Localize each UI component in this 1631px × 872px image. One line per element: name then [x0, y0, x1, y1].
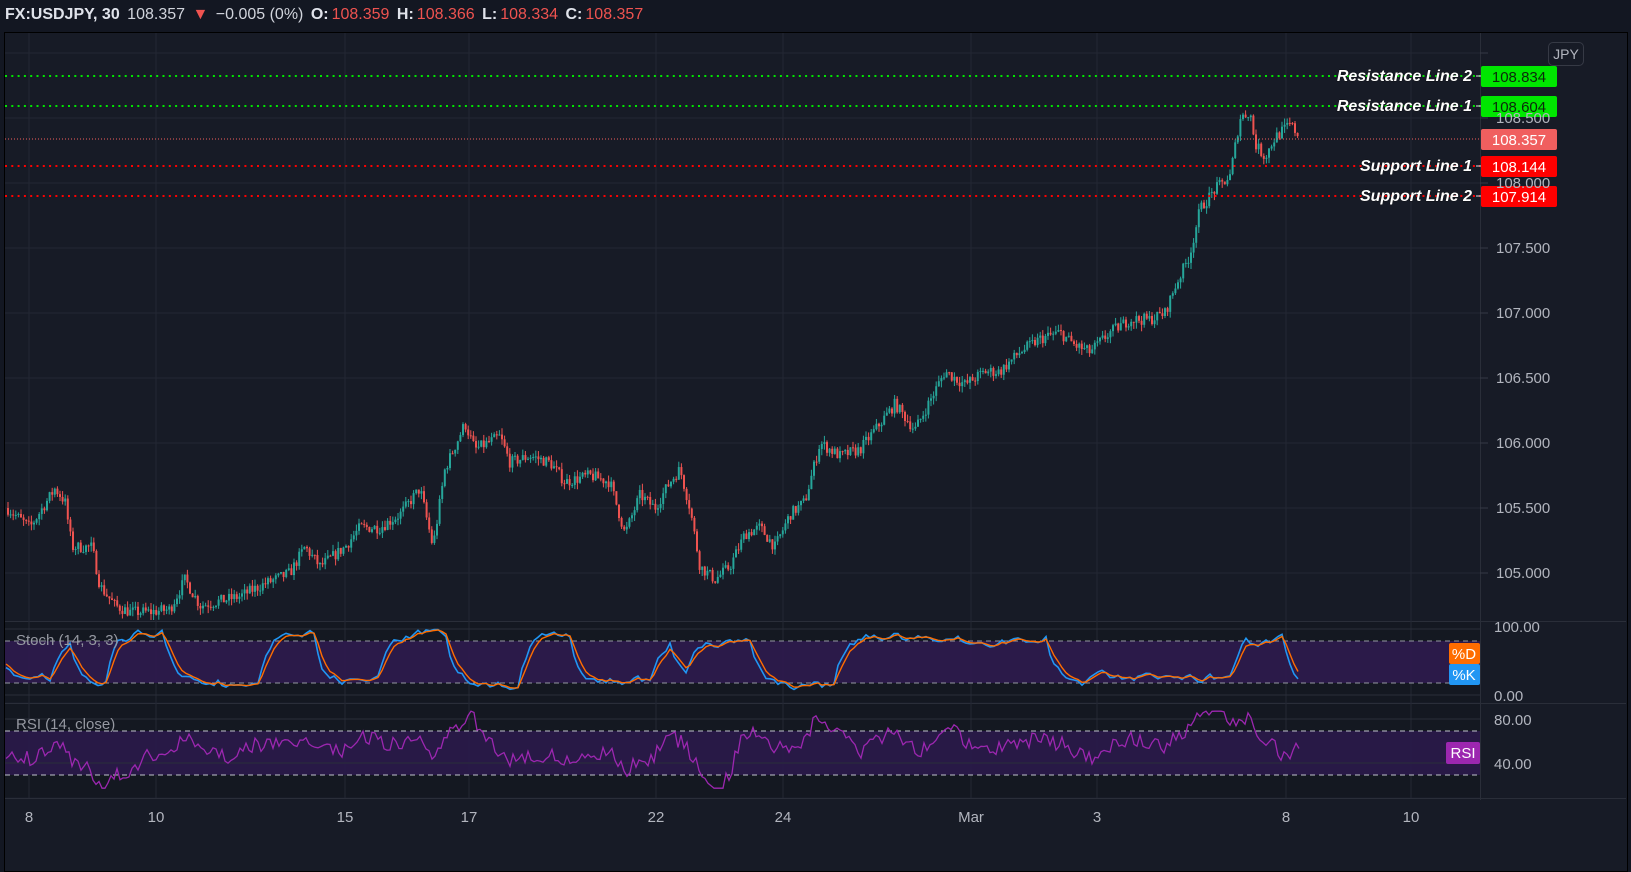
price-tick-label: 106.000 [1496, 435, 1550, 452]
svg-text:108.604: 108.604 [1492, 99, 1546, 116]
time-tick-label: 8 [1282, 809, 1290, 826]
open-label: O: [310, 6, 329, 23]
low-label: L: [482, 6, 498, 23]
close-value: 108.357 [585, 6, 644, 23]
time-tick-label: 3 [1093, 809, 1101, 826]
rsi-tag [1446, 742, 1480, 764]
level-price-tag [1481, 96, 1557, 117]
svg-text:100.00: 100.00 [1494, 619, 1540, 636]
time-tick-label: 10 [1403, 809, 1420, 826]
rsi-line [5, 710, 1300, 789]
last-price: 108.357 [127, 6, 186, 23]
svg-text:RSI: RSI [1450, 745, 1475, 762]
stoch-lines [5, 628, 1299, 691]
price-tick-label: 105.000 [1496, 565, 1550, 582]
axis-labels: 108.500 108.000 107.500 107.000 106.500 106.0… [25, 110, 1550, 826]
price-tick-label: 107.000 [1496, 305, 1550, 322]
price-tick-label: 108.500 [1496, 110, 1550, 127]
time-tick-label: 22 [648, 809, 665, 826]
high-value: 108.366 [416, 6, 475, 23]
time-tick-label: 15 [337, 809, 354, 826]
currency-button[interactable]: JPY [1548, 42, 1584, 66]
price-tick-label: 106.500 [1496, 370, 1550, 387]
price-tick-label: 108.000 [1496, 175, 1550, 192]
svg-text:108.144: 108.144 [1492, 159, 1546, 176]
svg-text:108.357: 108.357 [1492, 132, 1546, 149]
main-pane[interactable] [5, 33, 1480, 621]
indicator-bands [5, 628, 1480, 776]
stoch-k-tag [1449, 664, 1480, 685]
candlestick-series [7, 110, 1299, 620]
symbol-label[interactable]: FX:USDJPY, 30 [5, 6, 120, 23]
open-value: 108.359 [331, 6, 390, 23]
level-line-label: Support Line 2 [1360, 188, 1472, 205]
time-axis[interactable] [5, 798, 1626, 838]
svg-text:40.00: 40.00 [1494, 756, 1532, 773]
time-tick-label: 10 [148, 809, 165, 826]
level-line-label: Support Line 1 [1360, 158, 1472, 175]
svg-text:108.834: 108.834 [1492, 69, 1546, 86]
close-label: C: [565, 6, 583, 23]
level-price-tag [1481, 66, 1557, 87]
price-tick-label: 105.500 [1496, 500, 1550, 517]
price-tick-label: 107.500 [1496, 240, 1550, 257]
stoch-title[interactable]: Stoch (14, 3, 3) [16, 632, 119, 649]
symbol-header: FX:USDJPY, 30 108.357 ▼ −0.005 (0%) O: 10… [0, 0, 1631, 30]
svg-text:0.00: 0.00 [1494, 688, 1523, 705]
high-label: H: [396, 6, 414, 23]
svg-text:107.914: 107.914 [1492, 189, 1546, 206]
stoch-d-tag [1449, 643, 1480, 664]
svg-text:%K: %K [1452, 667, 1475, 684]
price-change: −0.005 (0%) [215, 6, 304, 23]
time-tick-label: 17 [461, 809, 478, 826]
svg-text:%D: %D [1452, 646, 1476, 663]
down-arrow-icon: ▼ [192, 6, 209, 23]
low-value: 108.334 [500, 6, 559, 23]
time-tick-label: 24 [775, 809, 792, 826]
level-price-tag [1481, 156, 1557, 177]
level-price-tag [1481, 186, 1557, 207]
rsi-title[interactable]: RSI (14, close) [16, 716, 115, 733]
last-price-tag [1481, 129, 1557, 150]
level-line-label: Resistance Line 1 [1337, 98, 1472, 115]
svg-text:80.00: 80.00 [1494, 712, 1532, 729]
time-tick-label: 8 [25, 809, 33, 826]
level-line-label: Resistance Line 2 [1337, 68, 1472, 85]
level-lines: Resistance Line 2 108.834 Resistance Line … [5, 66, 1557, 207]
time-tick-label: Mar [958, 809, 984, 826]
